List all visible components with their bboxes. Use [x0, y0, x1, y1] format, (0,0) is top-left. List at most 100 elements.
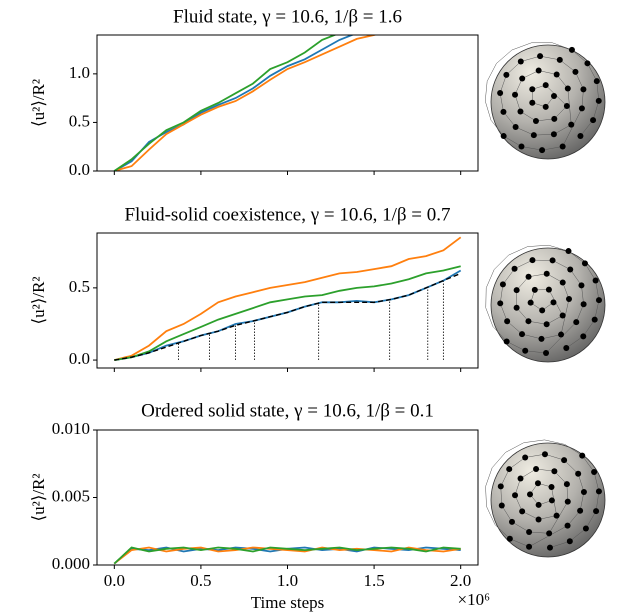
- x-tick-label: 1.0: [277, 571, 298, 590]
- mesh-edge: [511, 42, 532, 51]
- vertex: [559, 312, 566, 319]
- mesh-edge: [523, 439, 545, 443]
- vertex: [590, 117, 597, 124]
- axes-frame: [96, 429, 479, 566]
- x-tick-label: 1.5: [363, 571, 384, 590]
- vertex: [522, 454, 529, 461]
- vertex: [548, 484, 555, 491]
- vertex: [553, 71, 560, 78]
- vertex: [530, 132, 537, 139]
- vertex: [546, 544, 553, 551]
- y-tick-label: 0.5: [69, 277, 90, 296]
- vertex: [593, 78, 600, 85]
- mesh-edge: [585, 510, 597, 529]
- vertex: [551, 468, 558, 475]
- mesh-edge: [522, 511, 539, 520]
- vertex: [529, 86, 536, 93]
- mesh-edge: [566, 336, 584, 349]
- y-axis-label: ⟨u²⟩/R²: [29, 276, 48, 324]
- y-tick-label: 0.005: [52, 486, 90, 505]
- vertex: [584, 60, 591, 67]
- mesh-edge: [580, 119, 594, 137]
- mesh-edge: [529, 531, 550, 534]
- vertex: [580, 333, 587, 340]
- vertex: [522, 347, 529, 354]
- mesh-edge: [496, 49, 513, 64]
- mesh-edge: [553, 124, 572, 135]
- y-tick-label: 1.0: [69, 63, 90, 82]
- vertex: [564, 522, 571, 529]
- y-axis-label: ⟨u²⟩/R²: [29, 79, 48, 127]
- vertex: [591, 316, 598, 323]
- vertex: [549, 257, 556, 264]
- y-tick-label: 0.0: [69, 160, 90, 179]
- vertex: [548, 497, 555, 504]
- vertex: [566, 538, 573, 545]
- mesh-edge: [596, 81, 600, 101]
- vertex: [580, 301, 587, 308]
- mesh-edge: [577, 473, 585, 493]
- mesh-edge: [499, 74, 507, 94]
- vertex: [556, 56, 563, 63]
- x-tick-label: 2.0: [450, 571, 471, 590]
- y-axis-label: ⟨u²⟩/R²: [29, 473, 48, 521]
- vertex: [559, 143, 566, 150]
- vertex: [582, 525, 589, 532]
- mesh-edge: [494, 524, 511, 539]
- vertex: [593, 508, 600, 515]
- mesh-edge: [562, 108, 583, 147]
- mesh-edge: [520, 111, 537, 122]
- sphere-images: [485, 42, 606, 558]
- mesh-edge: [535, 118, 555, 122]
- mesh-edge: [595, 491, 600, 512]
- mesh-edge: [485, 307, 494, 327]
- mesh-edge: [592, 100, 600, 121]
- x-tick-label: 0.0: [104, 571, 125, 590]
- series-line: [114, 265, 461, 361]
- vertex: [526, 543, 533, 550]
- vertex: [553, 512, 560, 519]
- mesh-edge: [515, 126, 534, 136]
- vertex: [519, 508, 526, 515]
- vertex: [595, 97, 602, 104]
- vertex: [535, 501, 542, 508]
- series-line: [113, 546, 461, 565]
- vertex: [519, 331, 526, 338]
- vertex: [503, 71, 510, 78]
- vertex: [535, 516, 542, 523]
- mesh-edge: [576, 304, 584, 323]
- vertex: [572, 68, 579, 75]
- mesh-edge: [511, 521, 530, 533]
- mesh-edge: [509, 538, 530, 547]
- vertex: [565, 248, 572, 255]
- vertex: [538, 335, 545, 342]
- sphere: [490, 247, 606, 363]
- panel-title: Ordered solid state, γ = 10.6, 1/β = 0.1: [141, 400, 434, 421]
- vertex: [525, 273, 532, 280]
- y-tick-label: 0.0: [69, 349, 90, 368]
- vertex: [561, 457, 568, 464]
- vertex: [497, 90, 504, 97]
- mesh-edge: [541, 334, 562, 340]
- mesh-edge: [563, 459, 579, 474]
- vertex: [534, 480, 541, 487]
- mesh-edge: [503, 111, 516, 128]
- vertex: [568, 121, 575, 128]
- mesh-edge: [568, 250, 586, 264]
- vertex: [539, 307, 546, 314]
- mesh-edge: [546, 315, 563, 325]
- vertex: [565, 296, 572, 303]
- mesh-edge: [552, 42, 573, 51]
- vertex: [543, 270, 550, 277]
- mesh-edge: [485, 486, 487, 507]
- mesh-edge: [569, 528, 587, 542]
- y-tick-label: 0.010: [52, 419, 90, 438]
- mesh-edge: [540, 55, 560, 61]
- axes-frame: [96, 232, 479, 369]
- mesh-edge: [528, 320, 547, 325]
- vertex: [513, 304, 520, 311]
- mesh-edge: [521, 333, 542, 340]
- mesh-edge: [522, 70, 539, 79]
- x-offset-label: ×10⁶: [457, 590, 490, 609]
- vertex: [513, 287, 520, 294]
